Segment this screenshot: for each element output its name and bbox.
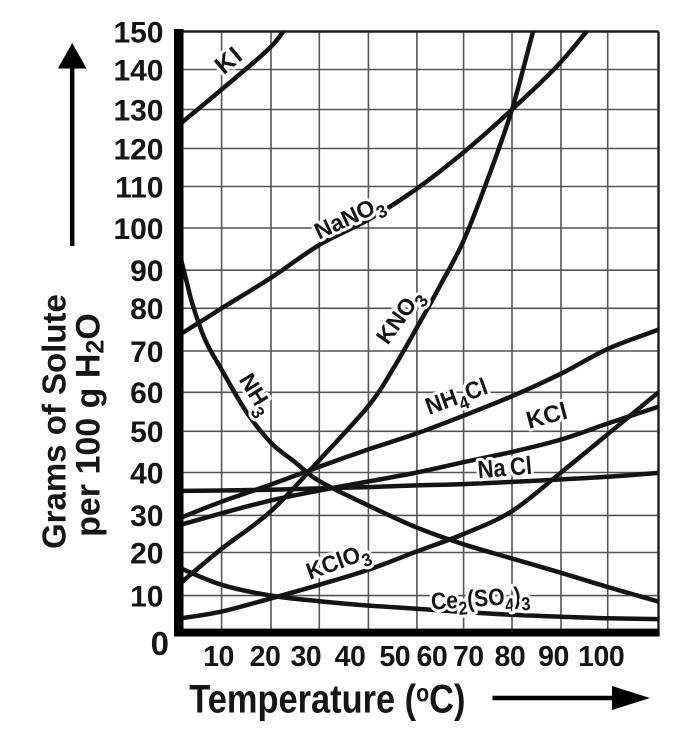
svg-text:30: 30 <box>130 500 163 533</box>
svg-text:140: 140 <box>113 54 163 87</box>
svg-text:70: 70 <box>453 641 484 673</box>
svg-text:90: 90 <box>538 641 569 673</box>
svg-text:20: 20 <box>250 641 281 673</box>
svg-text:80: 80 <box>130 293 163 326</box>
svg-text:60: 60 <box>417 641 448 673</box>
svg-text:0: 0 <box>151 625 169 662</box>
svg-text:100: 100 <box>578 641 624 673</box>
svg-text:20: 20 <box>130 537 163 570</box>
svg-text:120: 120 <box>113 133 163 166</box>
svg-text:100: 100 <box>113 213 163 246</box>
svg-text:30: 30 <box>290 641 321 673</box>
svg-text:90: 90 <box>130 255 163 288</box>
svg-text:40: 40 <box>335 641 366 673</box>
svg-text:70: 70 <box>130 336 163 369</box>
svg-text:10: 10 <box>203 641 234 673</box>
svg-text:130: 130 <box>113 94 163 127</box>
svg-text:50: 50 <box>379 641 410 673</box>
svg-text:110: 110 <box>115 171 163 204</box>
svg-text:Na Cl: Na Cl <box>476 451 533 483</box>
svg-text:60: 60 <box>130 377 163 410</box>
svg-text:80: 80 <box>495 641 526 673</box>
svg-text:10: 10 <box>130 580 163 613</box>
svg-text:Grams of Solute: Grams of Solute <box>36 294 73 549</box>
svg-text:150: 150 <box>113 16 163 49</box>
svg-text:40: 40 <box>130 457 163 490</box>
svg-text:50: 50 <box>130 416 163 449</box>
